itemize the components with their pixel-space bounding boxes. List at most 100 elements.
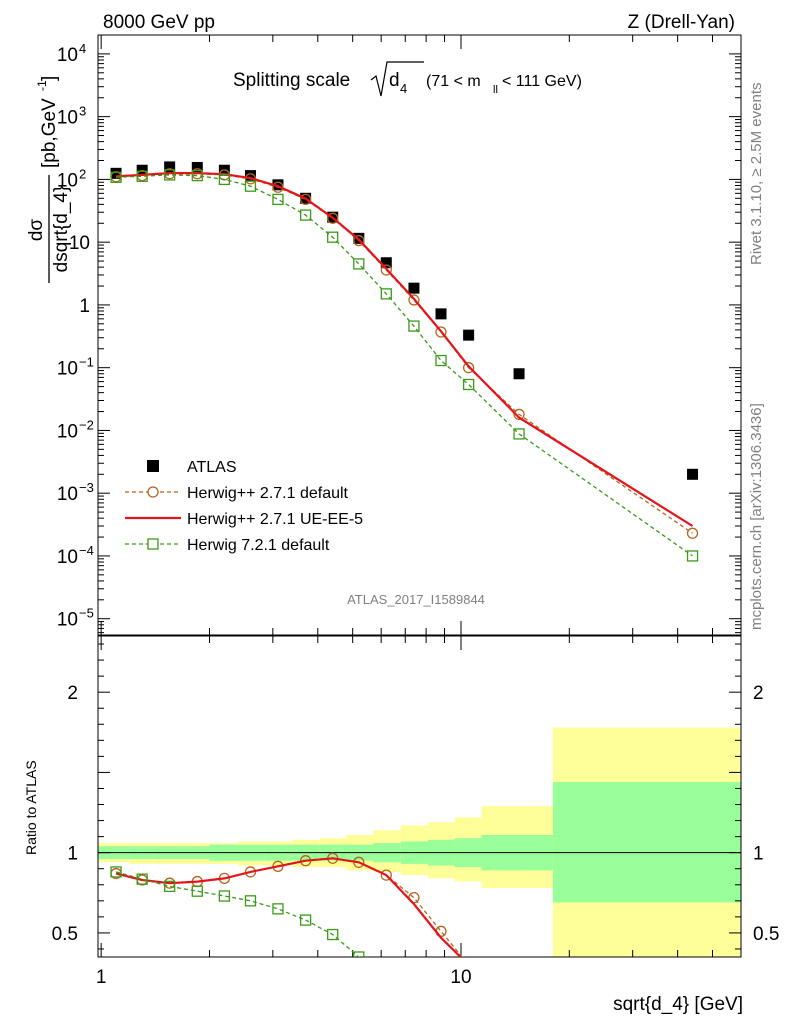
ratio-y-label: Ratio to ATLAS (23, 760, 39, 855)
plot-title-range-sub: ll (493, 84, 498, 96)
herwig7-point (218, 173, 231, 186)
atlas-data-point (272, 179, 284, 191)
y-label-denominator: dsqrt{d_4} (51, 186, 72, 273)
plot-title-main: Splitting scale (233, 70, 350, 91)
y-tick-label-exponent: −1 (79, 355, 94, 370)
ratio-herwig7-point (353, 951, 365, 957)
y-axis-label: dσ dsqrt{d_4} [pb,GeV -1 ] (26, 76, 72, 283)
ratio-herwig7-point (191, 885, 203, 897)
herwig7-point (191, 169, 203, 182)
plot-title-range-post: < 111 GeV) (502, 73, 582, 90)
herwig-default-point (513, 408, 525, 421)
atlas-data-point (380, 257, 392, 269)
ratio-herwig7-point (218, 890, 231, 902)
atlas-data-point (435, 308, 447, 320)
atlas-data-point (164, 161, 176, 173)
herwig7-point (462, 378, 475, 391)
y-tick-label: 10 (57, 170, 78, 191)
main-plot-series (110, 161, 699, 562)
ratio-series-line (115, 871, 361, 957)
ratio-herwig7-point (299, 914, 312, 926)
herwig7-point (353, 258, 365, 270)
main-plot-frame (97, 34, 742, 636)
ratio-herwig7-point (163, 880, 176, 893)
legend-label: Herwig 7.2.1 default (187, 537, 330, 554)
herwig-default-point (686, 527, 699, 539)
plot-title-range-pre: (71 < m (426, 73, 481, 90)
atlas-data-point (244, 170, 256, 182)
ratio-y-tick-label-right: 2 (753, 683, 764, 704)
y-tick-label-exponent: 2 (79, 166, 86, 181)
plot-title-sqrt-arg: d (389, 70, 400, 91)
y-tick-label: 10 (57, 359, 78, 380)
y-tick-label-exponent: 3 (79, 104, 86, 119)
herwig7-point (163, 169, 176, 181)
atlas-data-point (463, 329, 475, 341)
header-left: 8000 GeV pp (103, 12, 215, 33)
x-tick-label: 10 (450, 967, 471, 988)
y-label-unit: [pb,GeV (39, 98, 60, 168)
ratio-plot-series (110, 852, 463, 978)
herwig-default-point (462, 362, 475, 374)
ratio-herwig7-point (327, 928, 339, 941)
legend-label: Herwig++ 2.7.1 default (187, 485, 349, 502)
herwig-default-point (327, 212, 339, 224)
y-tick-label: 10 (57, 421, 78, 442)
ratio-herwig7-point (244, 895, 257, 907)
y-label-unit-end: ] (39, 76, 60, 81)
herwig7-point (380, 288, 392, 300)
atlas-data-point (513, 368, 525, 380)
y-tick-label: 1 (79, 296, 90, 317)
herwig7-point (327, 231, 339, 243)
herwig-default-point (353, 234, 365, 247)
atlas-data-point (687, 468, 699, 480)
legend-marker-circle (147, 486, 159, 498)
y-tick-label: 10 (57, 547, 78, 568)
y-tick-label-exponent: 4 (79, 41, 86, 56)
herwig7-point (110, 171, 122, 183)
ratio-herwig-default-point (380, 869, 392, 881)
x-axis-label: sqrt{d_4} [GeV] (613, 994, 743, 1015)
ratio-herwig7-point (381, 968, 391, 978)
y-tick-label: 10 (57, 45, 78, 66)
series-line (116, 174, 693, 557)
y-tick-label-exponent: −5 (79, 606, 94, 621)
y-tick-label: 10 (57, 108, 78, 129)
ratio-y-tick-label: 0.5 (52, 924, 78, 945)
ratio-herwig7-point (110, 866, 122, 878)
legend-marker-atlas (147, 460, 159, 472)
herwig7-point (244, 180, 257, 192)
analysis-tag: ATLAS_2017_I1589844 (347, 592, 485, 607)
herwig7-point (299, 209, 312, 221)
header-right: Z (Drell-Yan) (628, 12, 735, 33)
series-line (116, 172, 694, 527)
sqrt-symbol (370, 61, 424, 97)
atlas-data-point (110, 167, 122, 179)
plot-title-sqrt-sub: 4 (400, 81, 407, 96)
herwig7-point (408, 320, 420, 332)
herwig7-point (272, 193, 284, 206)
ratio-plot-frame (97, 635, 742, 958)
ratio-y-tick-label: 2 (67, 683, 78, 704)
band-inner-bin (552, 782, 741, 903)
ratio-y-tick-label-right: 1 (753, 844, 764, 865)
y-tick-label: 10 (57, 484, 78, 505)
atlas-data-point (408, 282, 420, 294)
legend-item: Herwig 7.2.1 default (125, 537, 330, 554)
mcplots-label: mcplots.cern.ch [arXiv:1306.3436] (748, 403, 765, 630)
legend-label: Herwig++ 2.7.1 UE-EE-5 (187, 511, 363, 528)
legend-label: ATLAS (187, 459, 237, 476)
axis-ticks (98, 34, 742, 957)
ratio-herwig7-point (272, 903, 284, 915)
rivet-label: Rivet 3.1.10, ≥ 2.5M events (748, 83, 765, 266)
ratio-y-tick-label-right: 0.5 (753, 924, 779, 945)
y-label-unit-sup: -1 (35, 80, 49, 91)
herwig7-point (686, 550, 699, 562)
herwig-default-point (380, 264, 392, 276)
ratio-uncertainty-bands (98, 727, 741, 957)
y-tick-label-exponent: −3 (79, 480, 94, 495)
atlas-data-point (191, 161, 203, 173)
y-tick-label: 10 (69, 233, 90, 254)
